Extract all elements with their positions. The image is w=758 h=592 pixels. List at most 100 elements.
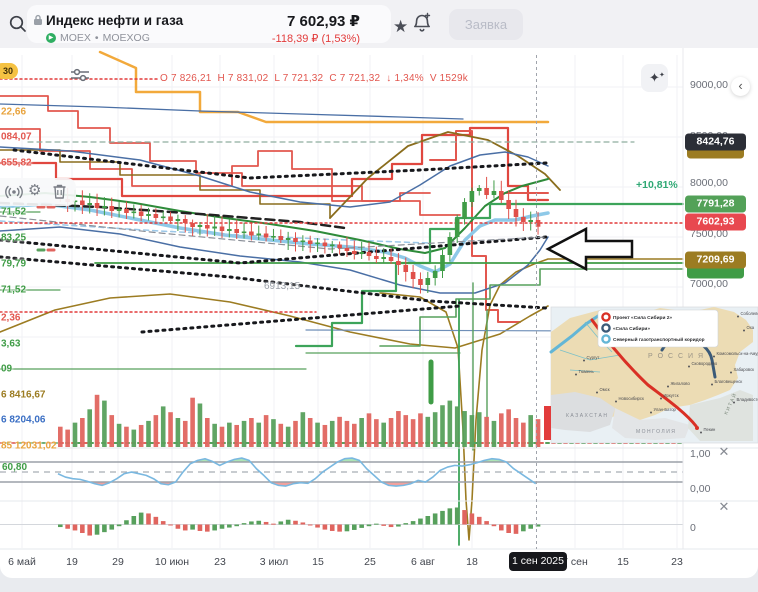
map-city-dot bbox=[615, 400, 617, 403]
overlay-lines bbox=[0, 50, 685, 546]
map-city-label: Оха bbox=[747, 325, 755, 330]
map-kazakhstan bbox=[551, 392, 615, 432]
left-price-label: 22,66 bbox=[1, 106, 27, 118]
last-price: 7 602,93 ₽ bbox=[287, 13, 360, 30]
map-city-dot bbox=[667, 385, 669, 388]
x-tick-label: 6 май bbox=[8, 556, 36, 568]
ticker-label: MOEXOG bbox=[102, 32, 150, 44]
close-macd-panel-icon[interactable]: ✕ bbox=[718, 499, 730, 514]
alert-bell-icon[interactable] bbox=[411, 12, 433, 35]
favorite-star-icon[interactable]: ★ bbox=[393, 17, 409, 36]
x-tick-label: 3 июл bbox=[259, 556, 289, 568]
ohlc-volume: V 1529k bbox=[429, 73, 468, 84]
axis-price-label: 7000,00 bbox=[690, 278, 728, 290]
top-bar: Индекс нефти и газа ▶ MOEX • MOEXOG 7 60… bbox=[0, 0, 758, 48]
map-city-label: Комсомольск-на-Амуре bbox=[717, 351, 758, 356]
price-change: -118,39 ₽ (1,53%) bbox=[271, 33, 360, 45]
map-city-dot bbox=[730, 371, 732, 374]
rsi-line bbox=[57, 457, 537, 487]
map-line-endpoint bbox=[695, 426, 699, 430]
map-legend-marker bbox=[601, 334, 611, 344]
map-city-label: Пекин bbox=[704, 427, 717, 432]
map-city-label: Сковородино bbox=[692, 361, 718, 366]
map-city-dot bbox=[713, 355, 715, 358]
ohlc-close: С 7 721,32 bbox=[329, 73, 381, 84]
axis-price-badge: 7602,93 bbox=[685, 213, 746, 231]
gain-label: +10,81% bbox=[636, 179, 678, 191]
map-city-label: Иркутск bbox=[664, 393, 679, 398]
collapse-panel-chevron[interactable]: ‹ bbox=[731, 77, 750, 96]
level-annotation: 6913,15 → bbox=[264, 281, 313, 292]
axis-price-label: 9000,00 bbox=[690, 79, 728, 91]
left-price-label: 09 bbox=[1, 363, 13, 375]
map-city-dot bbox=[743, 329, 745, 332]
price-chart-canvas[interactable]: Новый УренгойСургутТюменьОмскНовосибирск… bbox=[0, 48, 758, 578]
x-tick-label: 19 bbox=[66, 556, 78, 568]
left-price-label: 85 12031,02 bbox=[1, 440, 57, 452]
map-mongolia bbox=[612, 408, 690, 440]
map-city-dot bbox=[596, 391, 598, 394]
map-city-dot bbox=[650, 411, 652, 414]
ohlc-low: L 7 721,32 bbox=[274, 73, 324, 84]
x-tick-label: 23 bbox=[214, 556, 226, 568]
search-icon[interactable] bbox=[8, 14, 28, 34]
map-country-label: МОНГОЛИЯ bbox=[636, 429, 676, 435]
broadcast-icon[interactable] bbox=[4, 183, 24, 201]
map-city-label: Соболево bbox=[741, 311, 758, 316]
left-price-label: 3,63 bbox=[1, 338, 21, 350]
ohlc-high: Н 7 831,02 bbox=[217, 73, 269, 84]
rsi-current-value: 60,80 bbox=[2, 462, 28, 473]
arrow-annotation bbox=[545, 226, 634, 272]
pipeline-map-inset: Новый УренгойСургутТюменьОмскНовосибирск… bbox=[544, 306, 758, 444]
instrument-selector[interactable]: Индекс нефти и газа ▶ MOEX • MOEXOG 7 60… bbox=[27, 5, 408, 45]
x-tick-label: 6 авг bbox=[410, 556, 436, 568]
instrument-subtitle: ▶ MOEX • MOEXOG bbox=[46, 32, 150, 44]
close-rsi-panel-icon[interactable]: ✕ bbox=[718, 444, 730, 459]
axis-price-badge: 7209,69 bbox=[685, 251, 746, 269]
left-price-label: 2,36 bbox=[1, 312, 21, 324]
rsi-min-label: 0,00 bbox=[690, 483, 711, 495]
exchange-status-icon: ▶ bbox=[46, 33, 56, 43]
left-price-label: 655,82 bbox=[1, 157, 32, 169]
price-axis[interactable]: 9000,008500,008000,007500,007000,008424,… bbox=[683, 48, 758, 578]
order-button[interactable]: Заявка bbox=[449, 9, 523, 40]
macd-zero-label: 0 bbox=[690, 522, 696, 534]
gear-icon[interactable]: ⚙ bbox=[28, 182, 42, 199]
volume-bars bbox=[58, 394, 541, 447]
x-tick-label: 23 bbox=[671, 556, 683, 568]
drawing-toolbar: ⚙ bbox=[0, 178, 76, 206]
chart-area: Новый УренгойСургутТюменьОмскНовосибирск… bbox=[0, 48, 758, 578]
map-legend-marker bbox=[601, 323, 611, 333]
map-legend-label: «Сила Сибири» bbox=[613, 325, 650, 332]
axis-price-badge: 8424,76 bbox=[685, 133, 746, 151]
ohlc-open: О 7 826,21 bbox=[160, 73, 212, 84]
x-tick-label: 18 bbox=[466, 556, 478, 568]
left-price-label: 71,52 bbox=[1, 206, 27, 218]
indicator-settings-sliders-icon[interactable] bbox=[70, 67, 90, 83]
x-tick-label: 29 bbox=[112, 556, 124, 568]
map-city-dot bbox=[660, 397, 662, 400]
map-legend-label: Северный газотранспортный коридор bbox=[613, 336, 705, 343]
axis-price-badge: 7791,28 bbox=[685, 195, 746, 213]
map-city-dot bbox=[575, 373, 577, 376]
axis-price-label: 8000,00 bbox=[690, 177, 728, 189]
map-city-label: Владивосток bbox=[737, 397, 758, 402]
left-price-label: 6 8416,67 bbox=[1, 389, 46, 401]
x-tick-label: 15 bbox=[617, 556, 629, 568]
map-left-red-strip bbox=[544, 406, 551, 440]
map-city-label: Улан-Батор bbox=[654, 407, 677, 412]
timeframe-badge[interactable]: 30 bbox=[0, 63, 18, 79]
map-city-label: Омск bbox=[600, 387, 610, 392]
map-legend-marker bbox=[601, 312, 611, 322]
rsi-max-label: 1,00 bbox=[690, 448, 711, 460]
map-city-label: Благовещенск bbox=[715, 379, 743, 384]
left-price-label: 79,79 bbox=[1, 258, 27, 270]
map-legend-label: Проект «Сила Сибири 2» bbox=[613, 314, 672, 321]
left-price-label: 71,52 bbox=[1, 284, 27, 296]
x-tick-label: 15 bbox=[312, 556, 324, 568]
trash-icon[interactable] bbox=[52, 183, 67, 200]
map-city-label: Новосибирск bbox=[619, 396, 644, 401]
ohlc-change-pct: ↓ 1,34% bbox=[386, 73, 424, 84]
sparkles-ai-button[interactable]: ✦ ✦ bbox=[641, 64, 668, 92]
left-price-label: 83,25 bbox=[1, 232, 27, 244]
